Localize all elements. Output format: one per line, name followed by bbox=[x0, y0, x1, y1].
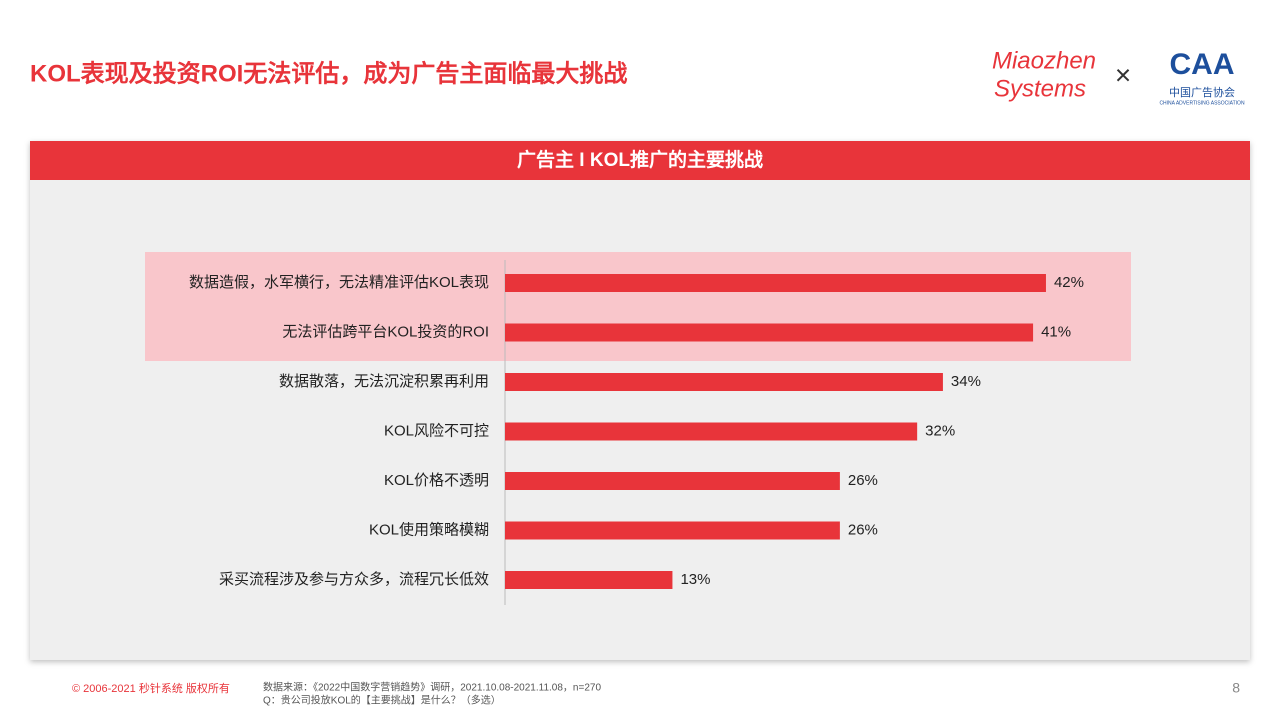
value-label: 32% bbox=[925, 422, 955, 439]
page-number: 8 bbox=[1232, 680, 1240, 696]
value-label: 13% bbox=[680, 571, 710, 588]
panel-header bbox=[30, 141, 1250, 180]
value-label: 26% bbox=[848, 521, 878, 538]
category-label: KOL价格不透明 bbox=[384, 472, 489, 489]
slide-title: KOL表现及投资ROI无法评估，成为广告主面临最大挑战 bbox=[30, 59, 627, 87]
bar bbox=[505, 274, 1046, 292]
question: Q：贵公司投放KOL的【主要挑战】是什么？（多选） bbox=[263, 694, 501, 707]
logo-text: CAA bbox=[1170, 48, 1235, 81]
bar bbox=[505, 323, 1034, 342]
logo-text: CHINA ADVERTISING ASSOCIATION bbox=[1159, 100, 1245, 106]
bar bbox=[505, 422, 918, 441]
separator: × bbox=[1115, 59, 1131, 90]
logo-text: Systems bbox=[994, 75, 1086, 102]
category-label: 采买流程涉及参与方众多，流程冗长低效 bbox=[219, 571, 489, 588]
plot: 数据造假，水军横行，无法精准评估KOL表现 42% 无法评估跨平台KOL投资的ROI… bbox=[189, 274, 1084, 589]
logo-text: Miaozhen bbox=[992, 47, 1096, 74]
value-label: 26% bbox=[848, 472, 878, 489]
category-label: KOL风险不可控 bbox=[384, 422, 489, 439]
copyright: © 2006-2021 秒针系统 版权所有 bbox=[72, 681, 230, 695]
value-label: 41% bbox=[1041, 323, 1071, 340]
category-label: 数据造假，水军横行，无法精准评估KOL表现 bbox=[189, 274, 489, 291]
chart-title: 广告主 I KOL推广的主要挑战 bbox=[517, 148, 763, 171]
logo-text: 中国广告协会 bbox=[1169, 85, 1235, 99]
bar bbox=[505, 571, 673, 589]
source: 数据来源：《2022中国数字营销趋势》调研，2021.10.08-2021.11… bbox=[263, 681, 601, 694]
bar bbox=[505, 472, 840, 490]
bar bbox=[505, 521, 840, 540]
category-label: 数据散落，无法沉淀积累再利用 bbox=[279, 373, 489, 390]
bar bbox=[505, 373, 943, 391]
value-label: 34% bbox=[951, 373, 981, 390]
category-label: KOL使用策略模糊 bbox=[369, 521, 489, 538]
highlight bbox=[145, 252, 1131, 361]
value-label: 42% bbox=[1054, 274, 1084, 291]
category-label: 无法评估跨平台KOL投资的ROI bbox=[282, 323, 489, 340]
